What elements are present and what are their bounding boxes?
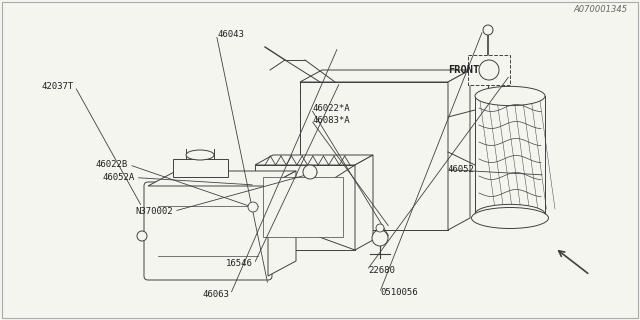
Ellipse shape <box>472 207 548 228</box>
Circle shape <box>372 230 388 246</box>
Polygon shape <box>255 165 355 250</box>
Bar <box>173 159 228 177</box>
Text: 46022B: 46022B <box>96 160 128 169</box>
Text: 46052: 46052 <box>448 165 475 174</box>
Text: FRONT: FRONT <box>448 65 479 76</box>
Polygon shape <box>255 155 373 165</box>
Text: 0510056: 0510056 <box>381 288 419 297</box>
Bar <box>468 55 510 85</box>
Polygon shape <box>355 155 373 250</box>
Polygon shape <box>268 171 296 276</box>
Circle shape <box>483 25 493 35</box>
Text: 22680: 22680 <box>368 266 395 275</box>
Bar <box>263 177 343 237</box>
Text: 46083*A: 46083*A <box>312 116 350 124</box>
Circle shape <box>248 202 258 212</box>
Text: N370002: N370002 <box>135 207 173 216</box>
Polygon shape <box>300 70 470 82</box>
Polygon shape <box>300 82 448 230</box>
Polygon shape <box>148 171 296 186</box>
Text: 42037T: 42037T <box>42 82 74 91</box>
Text: 46052A: 46052A <box>102 173 134 182</box>
Text: 46043: 46043 <box>218 30 244 39</box>
Circle shape <box>137 231 147 241</box>
FancyBboxPatch shape <box>144 182 272 280</box>
Text: 16546: 16546 <box>226 260 253 268</box>
Circle shape <box>303 165 317 179</box>
Ellipse shape <box>186 150 214 160</box>
Polygon shape <box>448 70 470 230</box>
Circle shape <box>479 60 499 80</box>
Text: 46063: 46063 <box>202 290 229 299</box>
Text: 46022*A: 46022*A <box>312 104 350 113</box>
Ellipse shape <box>475 86 545 106</box>
Text: A070001345: A070001345 <box>573 5 627 14</box>
Circle shape <box>376 224 384 232</box>
Ellipse shape <box>475 204 545 224</box>
